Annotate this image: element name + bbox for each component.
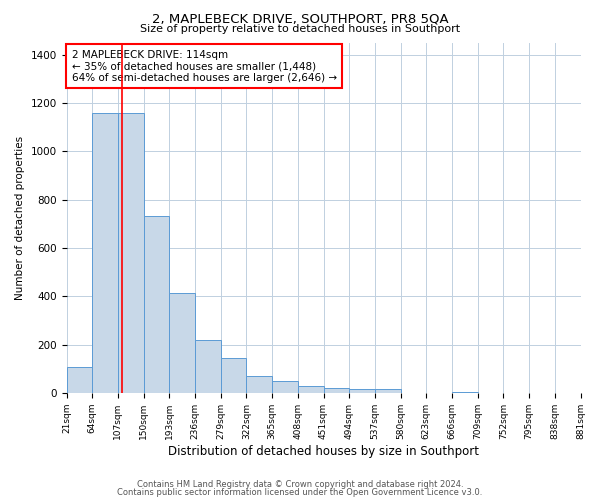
- Bar: [272, 381, 298, 393]
- Bar: [298, 386, 323, 393]
- Text: Contains public sector information licensed under the Open Government Licence v3: Contains public sector information licen…: [118, 488, 482, 497]
- Text: 2, MAPLEBECK DRIVE, SOUTHPORT, PR8 5QA: 2, MAPLEBECK DRIVE, SOUTHPORT, PR8 5QA: [152, 12, 448, 26]
- Bar: [452, 392, 478, 393]
- Bar: [169, 292, 195, 393]
- X-axis label: Distribution of detached houses by size in Southport: Distribution of detached houses by size …: [168, 444, 479, 458]
- Bar: [323, 388, 349, 393]
- Bar: [195, 340, 221, 393]
- Text: Size of property relative to detached houses in Southport: Size of property relative to detached ho…: [140, 24, 460, 34]
- Bar: [92, 112, 118, 393]
- Bar: [67, 368, 92, 393]
- Bar: [118, 112, 143, 393]
- Y-axis label: Number of detached properties: Number of detached properties: [15, 136, 25, 300]
- Bar: [221, 358, 247, 393]
- Text: Contains HM Land Registry data © Crown copyright and database right 2024.: Contains HM Land Registry data © Crown c…: [137, 480, 463, 489]
- Bar: [375, 389, 401, 393]
- Bar: [247, 376, 272, 393]
- Text: 2 MAPLEBECK DRIVE: 114sqm
← 35% of detached houses are smaller (1,448)
64% of se: 2 MAPLEBECK DRIVE: 114sqm ← 35% of detac…: [71, 50, 337, 82]
- Bar: [143, 216, 169, 393]
- Bar: [349, 389, 375, 393]
